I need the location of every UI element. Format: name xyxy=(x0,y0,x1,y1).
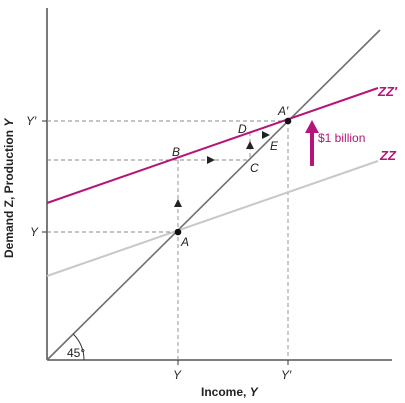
y-axis-title-var: Y xyxy=(2,118,16,127)
zz-prime-label: ZZ′ xyxy=(377,84,398,99)
forty-five-degree-line xyxy=(46,29,381,361)
point-c-label: C xyxy=(250,161,259,175)
zz-line xyxy=(46,160,379,277)
arrow-up-a-to-b xyxy=(174,199,182,207)
y-axis-title-text: Demand Z, Production xyxy=(2,127,16,258)
point-a-label: A xyxy=(180,235,189,249)
forty-five-label: 45° xyxy=(67,346,85,360)
point-a-prime-label: A′ xyxy=(277,104,289,118)
x-axis-tick-y-prime: Y′ xyxy=(281,368,292,382)
zz-prime-line xyxy=(46,87,379,204)
x-axis-tick-y: Y xyxy=(173,368,182,382)
point-a-prime-dot xyxy=(284,117,292,125)
shift-amount-label: $1 billion xyxy=(318,131,365,145)
arrow-right-b-to-c xyxy=(207,156,215,164)
guide-lines xyxy=(47,120,289,360)
y-axis-title: Demand Z, Production Y xyxy=(2,118,16,258)
y-axis-tick-y-prime: Y′ xyxy=(26,114,37,128)
arrow-right-d-to-e xyxy=(262,131,270,139)
x-axis-title-var: Y xyxy=(250,385,259,399)
adjustment-arrows xyxy=(174,131,270,207)
y-axis-tick-y: Y xyxy=(30,225,39,239)
x-axis-title-text: Income, xyxy=(201,385,250,399)
point-e-label: E xyxy=(270,139,279,153)
point-a-dot xyxy=(174,228,182,236)
zz-label: ZZ xyxy=(379,148,397,163)
forty-five-angle-arc xyxy=(72,333,85,361)
shift-arrow-head xyxy=(305,120,319,133)
tick-marks xyxy=(42,120,289,365)
x-axis-title: Income, Y xyxy=(201,385,259,399)
point-b-label: B xyxy=(172,145,180,159)
arrow-up-c-to-d xyxy=(246,141,254,149)
point-d-label: D xyxy=(238,122,247,136)
